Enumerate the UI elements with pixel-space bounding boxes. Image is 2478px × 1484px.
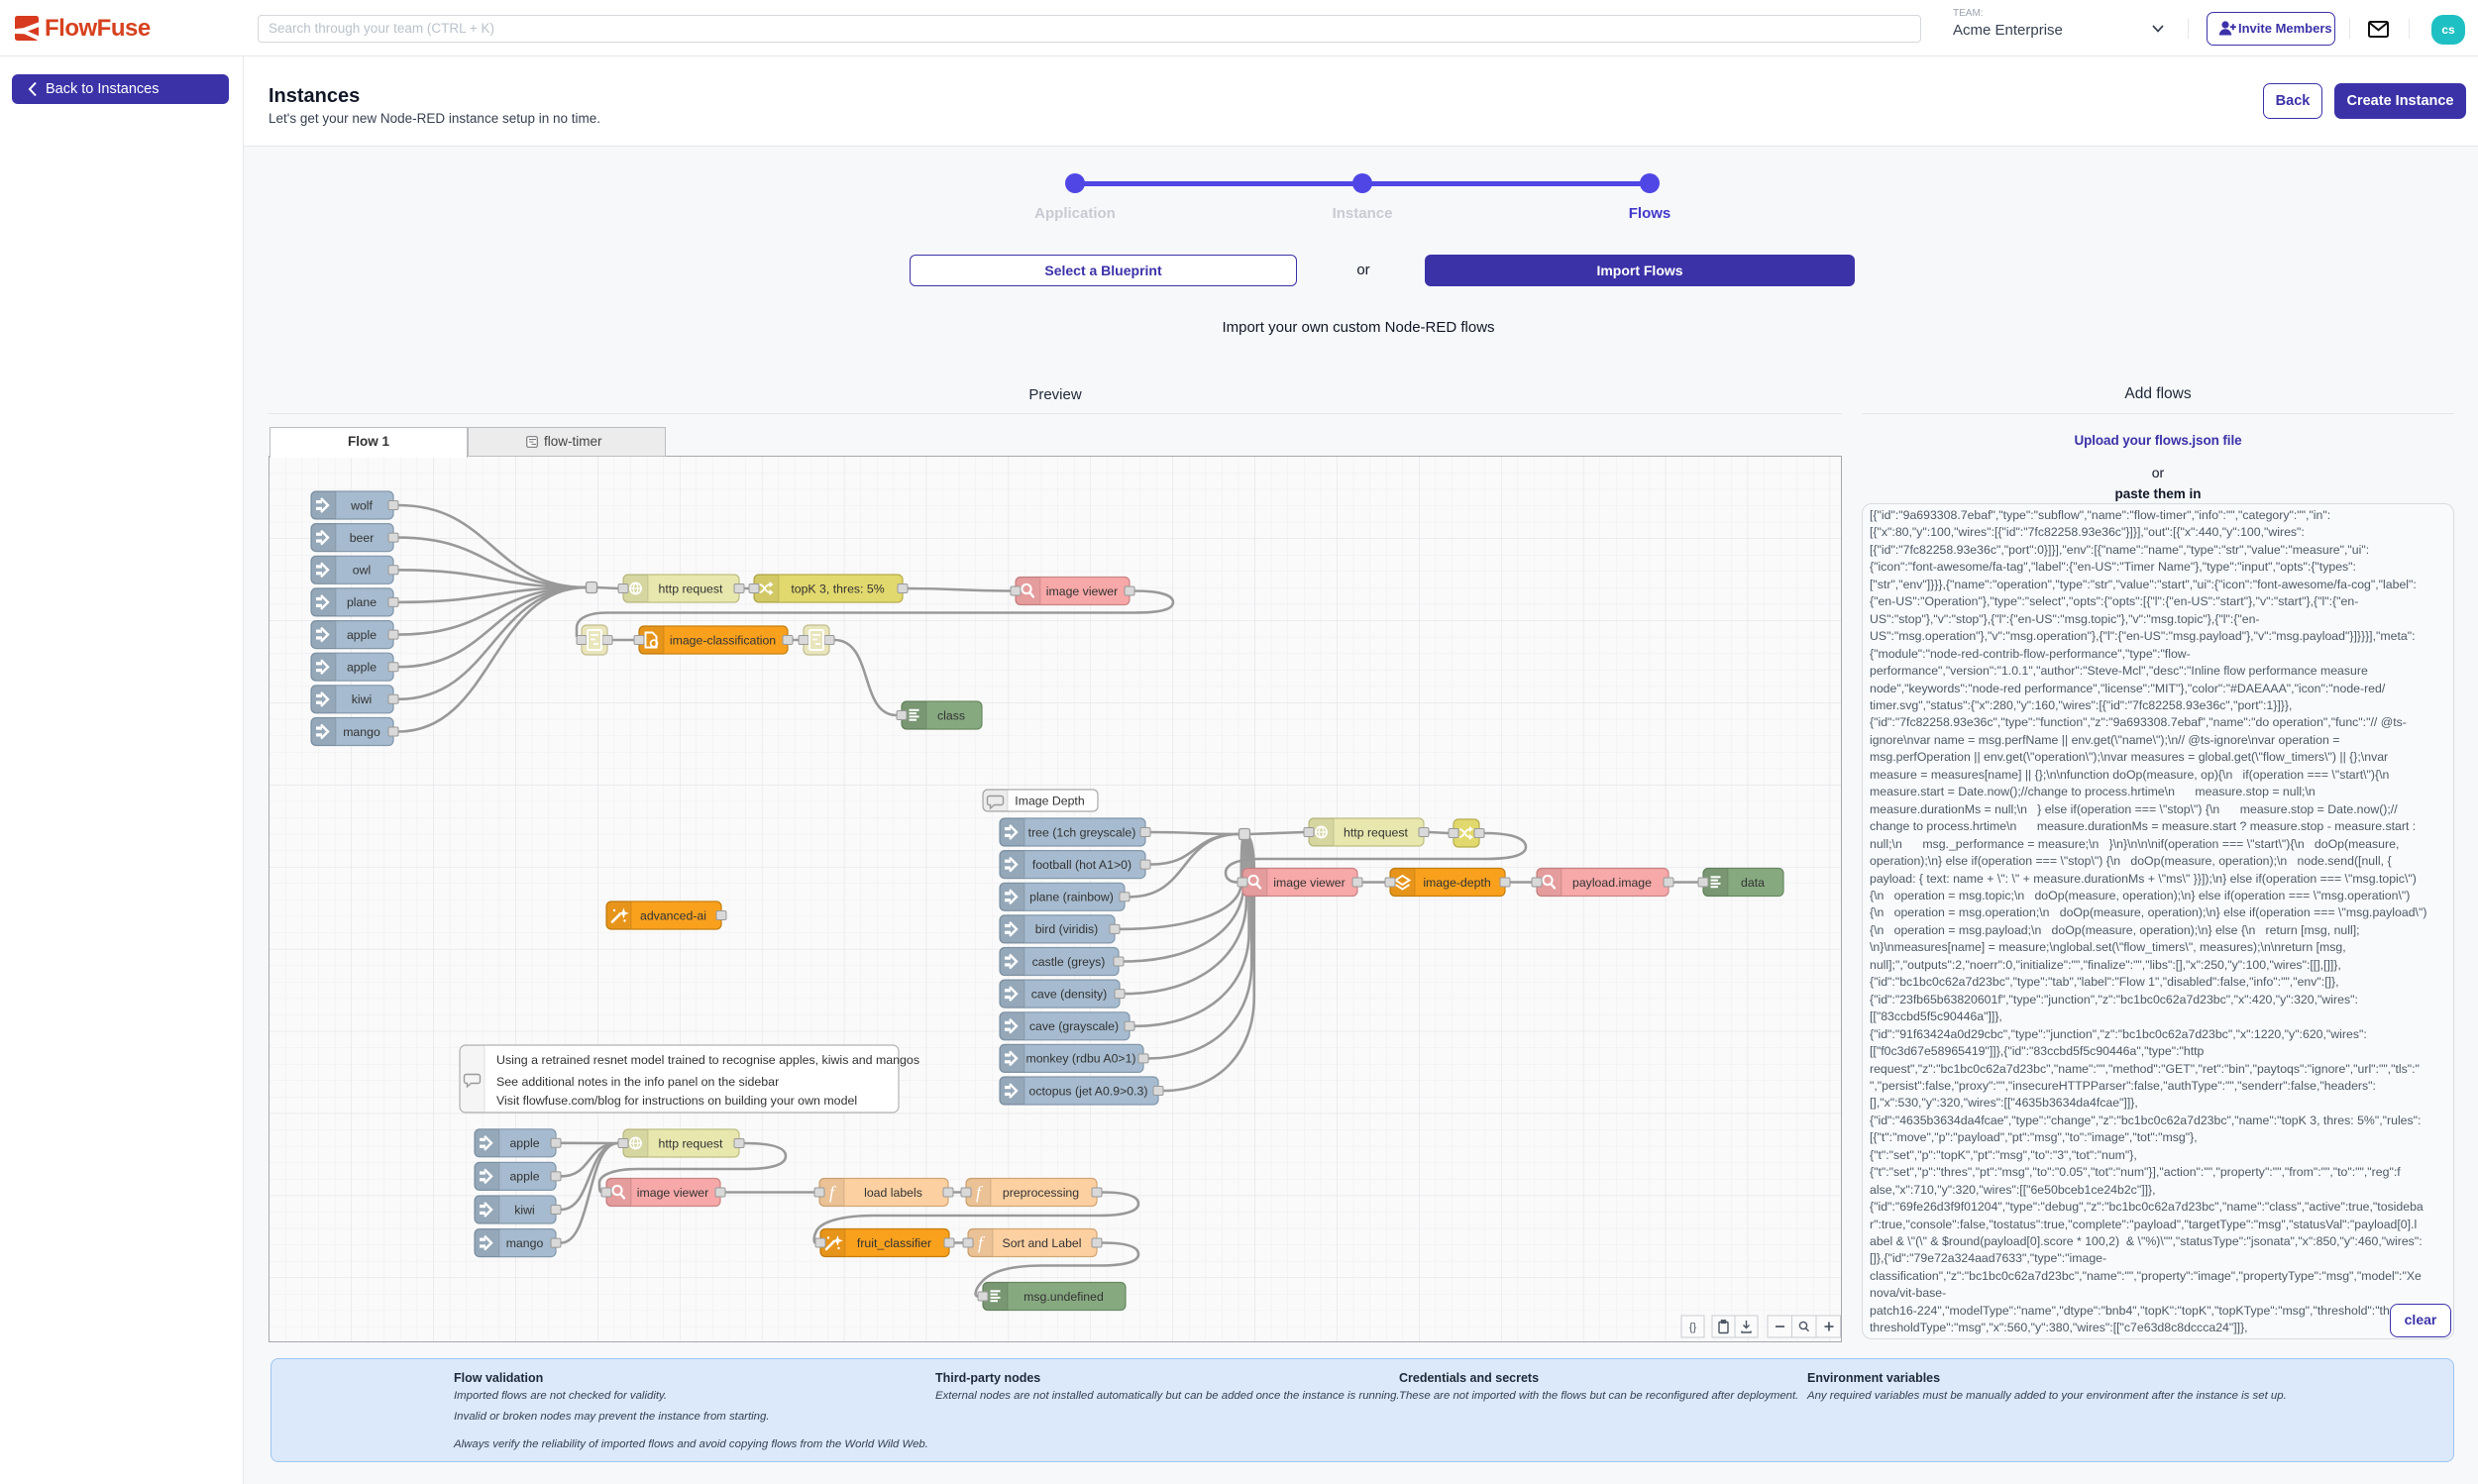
svg-text:beer: beer <box>350 531 375 545</box>
svg-text:image viewer: image viewer <box>1046 584 1118 598</box>
svg-text:football (hot A1>0): football (hot A1>0) <box>1032 858 1131 872</box>
svg-text:load labels: load labels <box>864 1186 922 1200</box>
svg-text:class: class <box>937 708 965 722</box>
svg-text:http request: http request <box>659 582 724 595</box>
svg-text:image-depth: image-depth <box>1423 876 1491 890</box>
svg-text:fruit_classifier: fruit_classifier <box>857 1236 931 1250</box>
svg-text:image viewer: image viewer <box>637 1186 708 1200</box>
svg-text:advanced-ai: advanced-ai <box>640 908 706 922</box>
svg-text:apple: apple <box>509 1170 539 1184</box>
svg-text:apple: apple <box>347 628 377 642</box>
svg-text:kiwi: kiwi <box>514 1203 535 1217</box>
svg-text:owl: owl <box>353 564 371 578</box>
svg-text:octopus (jet A0.9>0.3): octopus (jet A0.9>0.3) <box>1029 1084 1148 1098</box>
svg-text:preprocessing: preprocessing <box>1003 1186 1079 1200</box>
svg-text:apple: apple <box>509 1136 539 1150</box>
svg-text:kiwi: kiwi <box>352 692 373 706</box>
svg-text:apple: apple <box>347 661 377 675</box>
svg-text:Sort and Label: Sort and Label <box>1003 1236 1082 1250</box>
svg-text:payload.image: payload.image <box>1572 876 1652 890</box>
svg-text:f: f <box>829 1183 837 1203</box>
svg-text:cave (grayscale): cave (grayscale) <box>1029 1019 1119 1033</box>
svg-text:mango: mango <box>506 1236 544 1250</box>
svg-text:plane: plane <box>347 595 377 609</box>
svg-text:tree (1ch greyscale): tree (1ch greyscale) <box>1028 825 1136 839</box>
svg-text:cave (density): cave (density) <box>1031 987 1108 1001</box>
svg-text:See additional notes in the in: See additional notes in the info panel o… <box>496 1075 779 1089</box>
svg-text:f: f <box>978 1233 986 1253</box>
svg-text:Visit flowfuse.com/blog for in: Visit flowfuse.com/blog for instructions… <box>496 1094 857 1108</box>
svg-text:{}: {} <box>1689 1322 1697 1333</box>
svg-text:http request: http request <box>659 1136 724 1150</box>
svg-text:Image Depth: Image Depth <box>1015 794 1085 807</box>
svg-text:monkey (rdbu A0>1): monkey (rdbu A0>1) <box>1025 1052 1135 1066</box>
svg-text:image-classification: image-classification <box>670 633 776 647</box>
svg-text:data: data <box>1741 876 1765 890</box>
svg-text:bird (viridis): bird (viridis) <box>1035 922 1099 936</box>
svg-text:plane (rainbow): plane (rainbow) <box>1029 891 1114 904</box>
svg-text:msg.undefined: msg.undefined <box>1024 1290 1104 1304</box>
svg-text:image viewer: image viewer <box>1273 876 1345 890</box>
svg-text:topK 3, thres: 5%: topK 3, thres: 5% <box>791 582 884 595</box>
svg-text:f: f <box>976 1183 984 1203</box>
svg-text:http request: http request <box>1344 825 1409 839</box>
svg-text:castle (greys): castle (greys) <box>1032 955 1106 969</box>
svg-text:wolf: wolf <box>350 498 373 512</box>
svg-text:Using a retrained resnet model: Using a retrained resnet model trained t… <box>496 1053 919 1067</box>
svg-text:mango: mango <box>343 725 380 739</box>
